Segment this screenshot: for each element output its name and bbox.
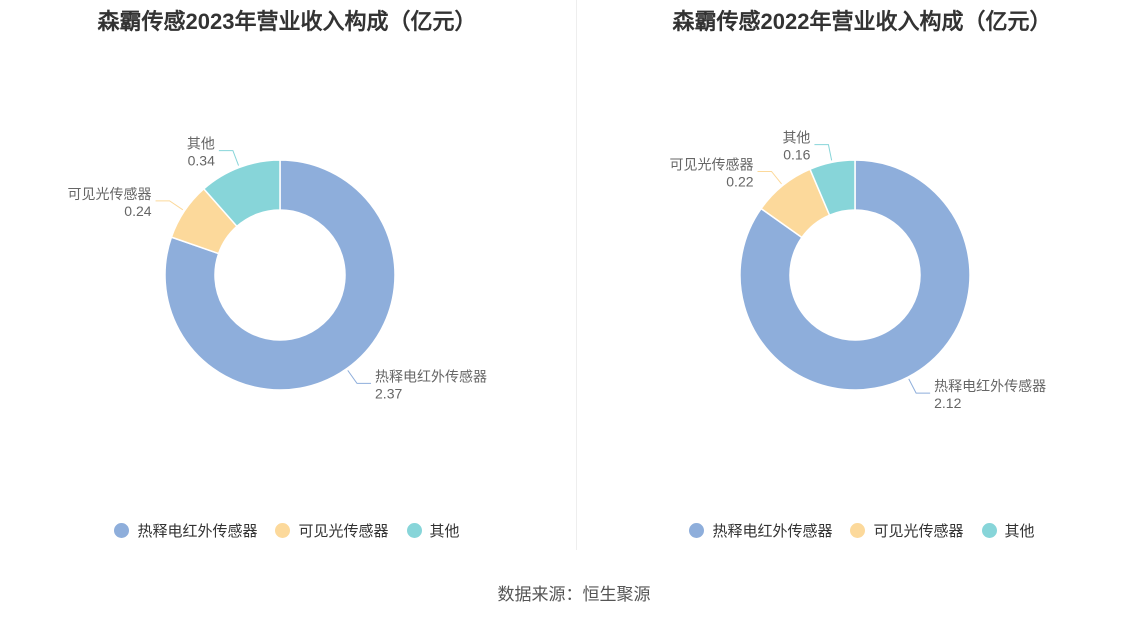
slice-label: 热释电红外传感器 — [934, 378, 1046, 394]
leader-line — [347, 370, 372, 384]
slice-value-label: 2.12 — [934, 395, 961, 411]
slice-label: 可见光传感器 — [68, 186, 152, 202]
legend-marker — [850, 523, 866, 538]
pie-slice — [164, 159, 396, 391]
panel-divider — [576, 0, 577, 550]
legend-item[interactable]: 可见光传感器 — [275, 520, 389, 541]
slice-label: 可见光传感器 — [670, 156, 754, 172]
slice-label: 其他 — [187, 136, 215, 152]
slice-value-label: 0.34 — [188, 153, 215, 169]
chart-panel-2022: 森霸传感2022年营业收入构成（亿元） 热释电红外传感器 2.12 可见光传感器 0.… — [575, 0, 1148, 560]
chart-panel-2023: 森霸传感2023年营业收入构成（亿元） 热释电红外传感器 2.37 可见光传感器 0.… — [0, 0, 574, 560]
slice-value-label: 0.24 — [124, 203, 151, 219]
legend-label: 可见光传感器 — [873, 523, 964, 540]
leader-line — [155, 200, 184, 211]
pie-slice — [202, 159, 281, 228]
legend-marker — [406, 523, 422, 538]
leader-line — [814, 144, 833, 161]
legend-label: 热释电红外传感器 — [137, 523, 258, 540]
legend-item[interactable]: 热释电红外传感器 — [689, 520, 832, 541]
leader-line — [757, 170, 782, 185]
legend-marker — [114, 523, 130, 538]
leader-line — [218, 150, 240, 166]
legend-item[interactable]: 其他 — [981, 520, 1035, 541]
slice-value-label: 2.37 — [375, 385, 402, 401]
legend-label: 其他 — [1004, 523, 1035, 540]
pie-slice — [809, 159, 856, 217]
slice-label: 其他 — [782, 130, 810, 146]
legend-item[interactable]: 其他 — [406, 520, 460, 541]
slice-value-label: 0.16 — [783, 147, 810, 163]
legend-item[interactable]: 可见光传感器 — [850, 520, 964, 541]
legend-label: 可见光传感器 — [298, 523, 389, 540]
legend-label: 热释电红外传感器 — [712, 523, 833, 540]
chart-title: 森霸传感2022年营业收入构成（亿元） — [672, 9, 1052, 34]
data-source: 数据来源：恒生聚源 — [497, 585, 651, 604]
slice-value-label: 0.22 — [726, 173, 753, 189]
leader-line — [908, 378, 931, 394]
pie-slice — [739, 159, 971, 391]
chart-legend: 热释电红外传感器 可见光传感器 其他 — [575, 520, 1148, 541]
legend-marker — [689, 523, 705, 538]
legend-marker — [981, 523, 997, 538]
chart-title: 森霸传感2023年营业收入构成（亿元） — [97, 9, 477, 34]
legend-marker — [275, 523, 291, 538]
legend-item[interactable]: 热释电红外传感器 — [114, 520, 257, 541]
legend-label: 其他 — [429, 523, 460, 540]
chart-legend: 热释电红外传感器 可见光传感器 其他 — [0, 520, 574, 541]
slice-label: 热释电红外传感器 — [375, 368, 487, 384]
